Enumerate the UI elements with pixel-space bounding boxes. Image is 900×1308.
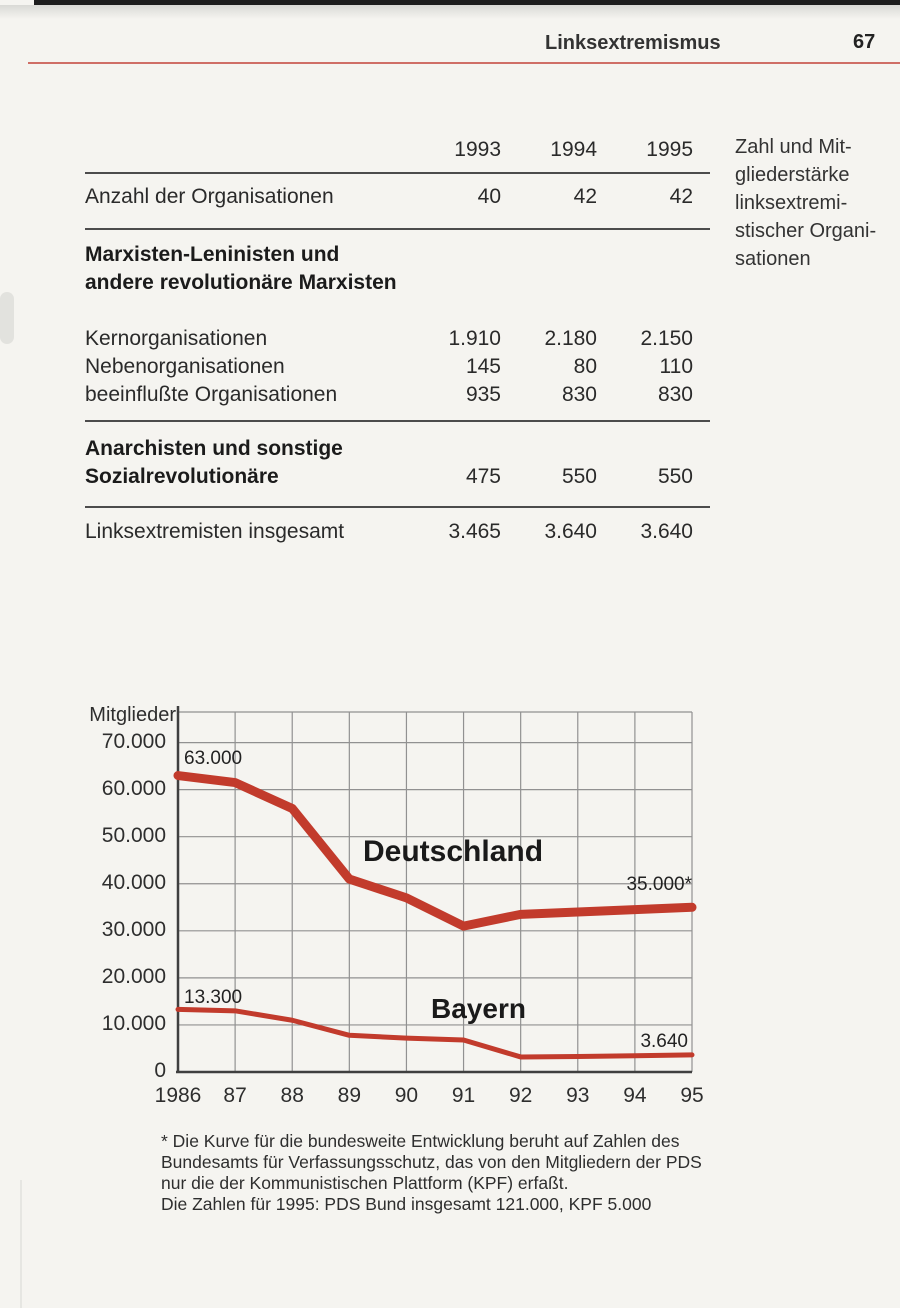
row-value: 42 xyxy=(573,185,597,208)
row-label: beeinflußte Organisationen xyxy=(85,383,338,406)
row-value: 3.640 xyxy=(544,520,597,543)
row-value: 3.465 xyxy=(448,520,501,543)
annotation-deutschland-start: 63.000 xyxy=(184,748,243,769)
row-value: 550 xyxy=(561,465,597,488)
chart-footnote: nur die der Kommunistischen Plattform (K… xyxy=(161,1173,569,1193)
row-label: Linksextremisten insgesamt xyxy=(85,520,345,543)
table-header-row: 1993 1994 1995 xyxy=(85,137,693,163)
header-rule xyxy=(28,62,900,64)
table-rule xyxy=(85,172,710,174)
series-line-deutschland xyxy=(173,771,697,931)
annotation-bayern-end: 3.640 xyxy=(640,1031,688,1052)
table-row: Kernorganisationen 1.910 2.180 2.150 xyxy=(85,326,693,352)
row-value: 42 xyxy=(669,185,693,208)
series-label-bayern: Bayern xyxy=(431,993,526,1024)
chart-footnote: * Die Kurve für die bundesweite Entwickl… xyxy=(161,1131,680,1151)
section-heading: Anarchisten und sonstige xyxy=(85,437,343,460)
row-label: Sozialrevolutionäre xyxy=(85,465,279,488)
membership-line-chart xyxy=(173,706,697,1074)
year-column-header: 1993 xyxy=(454,138,501,161)
table-row: Linksextremisten insgesamt 3.465 3.640 3… xyxy=(85,519,693,545)
chart-footnote: Die Zahlen für 1995: PDS Bund insgesamt … xyxy=(161,1194,652,1214)
chart-footnote: Bundesamts für Verfassungsschutz, das vo… xyxy=(161,1152,702,1172)
page-header-title: Linksextremismus xyxy=(545,32,721,54)
row-value: 40 xyxy=(477,185,501,208)
row-value: 80 xyxy=(573,355,597,378)
row-value: 475 xyxy=(465,465,501,488)
row-value: 2.180 xyxy=(544,327,597,350)
scan-smudge xyxy=(0,292,14,344)
row-value: 830 xyxy=(657,383,693,406)
row-label: Kernorganisationen xyxy=(85,327,268,350)
table-rule xyxy=(85,228,710,230)
table-row: Anzahl der Organisationen 40 42 42 xyxy=(85,184,693,210)
table-rule xyxy=(85,506,710,508)
row-label: Nebenorganisationen xyxy=(85,355,285,378)
margin-note: Zahl und Mit- gliederstärke linksextremi… xyxy=(735,136,877,270)
y-axis-title: Mitglieder xyxy=(89,704,176,726)
page-number: 67 xyxy=(853,31,876,53)
section-heading: Marxisten-Leninisten und xyxy=(85,243,340,266)
row-value: 2.150 xyxy=(640,327,693,350)
row-value: 110 xyxy=(659,355,693,378)
scan-edge-bar xyxy=(34,0,900,5)
year-column-header: 1994 xyxy=(550,138,597,161)
row-value: 145 xyxy=(465,355,501,378)
series-line-bayern xyxy=(175,1006,695,1060)
annotation-deutschland-end: 35.000* xyxy=(626,874,692,895)
table-row: Nebenorganisationen 145 80 110 xyxy=(85,354,693,380)
row-value: 3.640 xyxy=(640,520,693,543)
row-value: 550 xyxy=(657,465,693,488)
series-label-deutschland: Deutschland xyxy=(363,835,544,868)
row-value: 935 xyxy=(465,383,501,406)
annotation-bayern-start: 13.300 xyxy=(184,987,243,1008)
row-value: 830 xyxy=(561,383,597,406)
table-rule xyxy=(85,420,710,422)
scan-edge-line xyxy=(20,1180,22,1308)
table-row: beeinflußte Organisationen 935 830 830 xyxy=(85,382,693,408)
section-heading: andere revolutionäre Marxisten xyxy=(85,271,397,294)
year-column-header: 1995 xyxy=(646,138,693,161)
row-value: 1.910 xyxy=(448,327,501,350)
row-label: Anzahl der Organisationen xyxy=(85,185,334,208)
table-row: Sozialrevolutionäre 475 550 550 xyxy=(85,464,693,490)
scan-shading xyxy=(0,5,900,19)
